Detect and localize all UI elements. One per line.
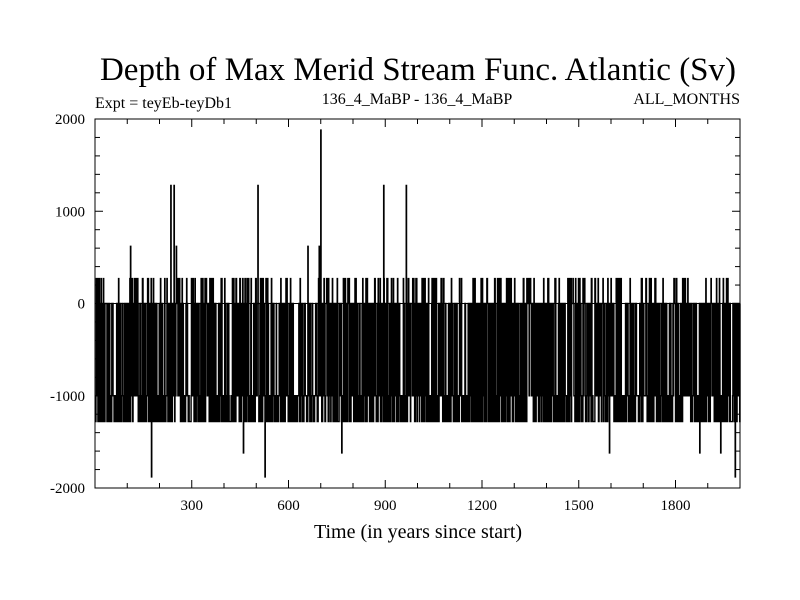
x-tick-label: 1500 xyxy=(564,498,594,514)
x-tick-label: 600 xyxy=(277,498,300,514)
y-tick-label: 2000 xyxy=(55,112,85,128)
y-tick-label: -2000 xyxy=(50,481,85,497)
x-tick-label: 900 xyxy=(374,498,397,514)
y-tick-label: 1000 xyxy=(55,204,85,220)
x-axis-label: Time (in years since start) xyxy=(314,521,522,543)
subtitle-period: 136_4_MaBP - 136_4_MaBP xyxy=(322,91,513,108)
data-series-line xyxy=(94,129,741,478)
y-tick-label: 0 xyxy=(78,297,86,313)
plot-area xyxy=(94,129,741,478)
subtitle-months: ALL_MONTHS xyxy=(633,91,740,108)
y-tick-label: -1000 xyxy=(50,389,85,405)
axes: 300 600 900 1200 1500 1800 2000 1000 0 -1000 -2000 xyxy=(50,112,741,514)
subtitle-experiment: Expt = teyEb-teyDb1 xyxy=(95,95,232,112)
x-tick-label: 1800 xyxy=(661,498,691,514)
chart-title: Depth of Max Merid Stream Func. Atlantic… xyxy=(100,52,736,88)
x-tick-label: 1200 xyxy=(467,498,497,514)
x-tick-label: 300 xyxy=(181,498,204,514)
